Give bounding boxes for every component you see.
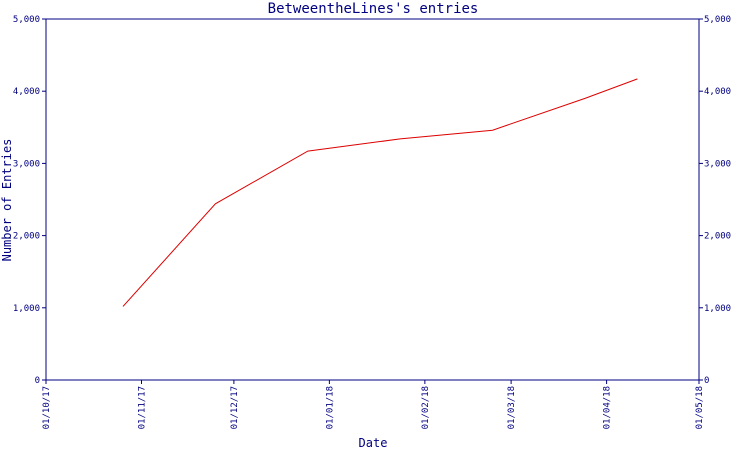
y-tick-label-left: 1,000 <box>13 304 40 314</box>
y-axis-title: Number of Entries <box>0 139 14 262</box>
x-tick-label: 01/01/18 <box>325 386 335 429</box>
x-tick-label: 01/11/17 <box>137 386 147 429</box>
x-tick-label: 01/04/18 <box>603 386 613 429</box>
plot-area <box>122 78 638 307</box>
y-tick-label-right: 0 <box>704 376 709 386</box>
y-tick-label-left: 4,000 <box>13 87 40 97</box>
axes: 0 0 1,000 1,000 2,000 2,000 3,000 3,000 4,000 4,0… <box>13 15 731 429</box>
y-tick-label-left: 2,000 <box>13 232 40 242</box>
x-axis-title: Date <box>359 436 388 450</box>
y-tick-label-left: 3,000 <box>13 159 40 169</box>
x-tick-label: 01/02/18 <box>421 386 431 429</box>
y-tick-label-left: 0 <box>35 376 40 386</box>
y-tick-label-right: 4,000 <box>704 87 731 97</box>
y-tick-label-right: 2,000 <box>704 232 731 242</box>
y-tick-label-right: 5,000 <box>704 15 731 25</box>
y-tick-label-right: 3,000 <box>704 159 731 169</box>
series-line <box>122 78 638 307</box>
y-tick-label-left: 5,000 <box>13 15 40 25</box>
y-tick-label-right: 1,000 <box>704 304 731 314</box>
x-tick-label: 01/05/18 <box>695 386 705 429</box>
x-tick-label: 01/10/17 <box>42 386 52 429</box>
x-tick-label: 01/12/17 <box>230 386 240 429</box>
chart-title: BetweentheLines's entries <box>268 1 479 17</box>
x-tick-label: 01/03/18 <box>507 386 517 429</box>
